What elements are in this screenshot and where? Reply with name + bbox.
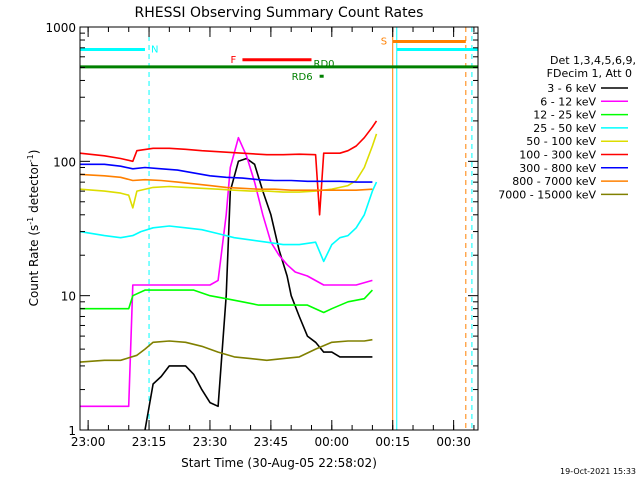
- series-line-8: [79, 173, 373, 191]
- footer-timestamp: 19-Oct-2021 15:33: [560, 467, 636, 476]
- legend-header-line2: FDecim 1, Att 0: [547, 67, 632, 80]
- x-tick-label: 00:30: [436, 435, 471, 449]
- flag-label-1: F: [230, 55, 236, 66]
- plot-frame: [79, 26, 479, 431]
- series-line-4: [79, 181, 378, 263]
- legend-label-5: 50 - 100 keV: [526, 135, 596, 148]
- y-tick-label: 10: [61, 290, 76, 304]
- x-tick-label: 23:00: [71, 435, 106, 449]
- series-line-3: [80, 289, 373, 314]
- y-axis-label: Count Rate (s-1 detector-1): [26, 150, 41, 307]
- series-line-5: [79, 133, 378, 209]
- legend-label-1: 3 - 6 keV: [547, 82, 596, 95]
- legend-label-6: 100 - 300 keV: [519, 149, 596, 162]
- legend-label-3: 12 - 25 keV: [533, 109, 596, 122]
- x-tick-label: 23:30: [193, 435, 228, 449]
- series-line-9: [79, 338, 373, 363]
- flag-label-4: S: [381, 36, 387, 47]
- series-line-7: [80, 163, 373, 183]
- flag-label-0: N: [151, 44, 158, 55]
- axes: 1 10 100 1000 23:00 23:15 23:30 23:45 00:00 00:15…: [45, 21, 479, 449]
- legend-label-2: 6 - 12 keV: [540, 95, 596, 108]
- chart-title: RHESSI Observing Summary Count Rates: [135, 5, 424, 21]
- legend-label-7: 300 - 800 keV: [519, 162, 596, 175]
- x-tick-label: 23:15: [132, 435, 167, 449]
- legend-label-9: 7000 - 15000 keV: [498, 188, 596, 201]
- flag-label-3: RD6: [292, 72, 313, 83]
- y-tick-label: 100: [53, 155, 76, 169]
- x-axis-label: Start Time (30-Aug-05 22:58:02): [181, 456, 377, 470]
- flag-label-2: RD0: [314, 59, 335, 70]
- legend-header-line1: Det 1,3,4,5,6,9,: [550, 54, 636, 67]
- series-line-2: [80, 136, 373, 408]
- x-tick-label: 00:15: [375, 435, 410, 449]
- y-tick-label: 1000: [45, 21, 76, 35]
- legend-label-8: 800 - 7000 keV: [512, 175, 596, 188]
- x-tick-label: 23:45: [254, 435, 289, 449]
- y-tick-label: 1: [68, 424, 76, 438]
- legend-label-4: 25 - 50 keV: [533, 122, 596, 135]
- x-tick-label: 00:00: [314, 435, 349, 449]
- legend: Det 1,3,4,5,6,9, FDecim 1, Att 0 3 - 6 k…: [498, 54, 636, 201]
- series-line-6: [79, 120, 378, 216]
